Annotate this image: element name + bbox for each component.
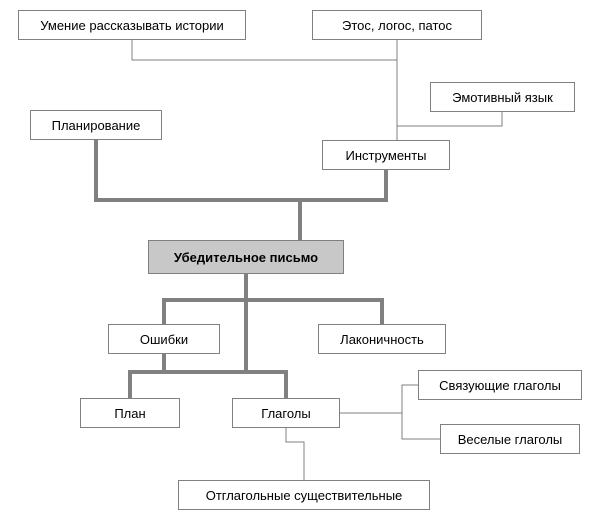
node-label: Отглагольные существительные — [206, 488, 403, 503]
node-ethos: Этос, логос, патос — [312, 10, 482, 40]
node-errors: Ошибки — [108, 324, 220, 354]
node-planning: Планирование — [30, 110, 162, 140]
node-label: Умение рассказывать истории — [40, 18, 224, 33]
node-verbs: Глаголы — [232, 398, 340, 428]
node-deverbal: Отглагольные существительные — [178, 480, 430, 510]
node-label: Убедительное письмо — [174, 250, 318, 265]
node-funny: Веселые глаголы — [440, 424, 580, 454]
node-label: Инструменты — [345, 148, 426, 163]
node-label: Эмотивный язык — [452, 90, 553, 105]
node-tools: Инструменты — [322, 140, 450, 170]
node-label: Связующие глаголы — [439, 378, 561, 393]
node-linking: Связующие глаголы — [418, 370, 582, 400]
node-emotive: Эмотивный язык — [430, 82, 575, 112]
diagram-stage: Умение рассказывать истории Этос, логос, … — [0, 0, 595, 524]
node-label: Ошибки — [140, 332, 188, 347]
node-label: Планирование — [52, 118, 141, 133]
node-label: План — [114, 406, 145, 421]
node-label: Веселые глаголы — [458, 432, 563, 447]
node-central: Убедительное письмо — [148, 240, 344, 274]
node-label: Этос, логос, патос — [342, 18, 452, 33]
node-label: Лаконичность — [340, 332, 424, 347]
node-laconic: Лаконичность — [318, 324, 446, 354]
node-label: Глаголы — [261, 406, 310, 421]
node-plan: План — [80, 398, 180, 428]
node-storytelling: Умение рассказывать истории — [18, 10, 246, 40]
